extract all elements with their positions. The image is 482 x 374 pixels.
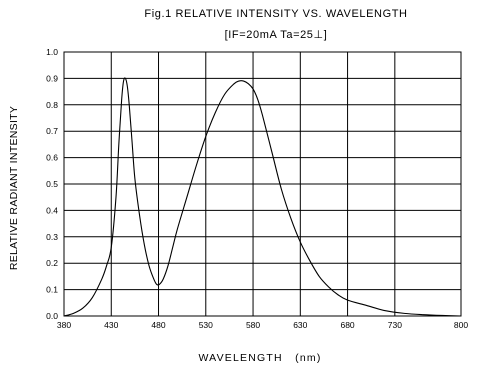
y-tick-label-6: 0.6 — [46, 153, 58, 163]
series-line-0 — [63, 77, 462, 317]
y-tick-label-9: 0.9 — [46, 73, 58, 83]
y-tick-label-5: 0.5 — [46, 179, 58, 189]
y-tick-label-3: 0.3 — [46, 232, 58, 242]
chart-subtitle: [IF=20mA Ta=25⊥] — [225, 29, 328, 41]
x-tick-labels: 380 430 480 530 580 630 680 730 800 — [57, 320, 468, 330]
x-tick-label-7: 730 — [388, 320, 402, 330]
plot-frame — [63, 51, 462, 317]
x-axis-label: WAVELENGTH (nm) — [198, 352, 321, 364]
x-tick-label-4: 580 — [246, 320, 260, 330]
y-tick-label-7: 0.7 — [46, 126, 58, 136]
x-tick-label-3: 530 — [199, 320, 213, 330]
y-tick-label-8: 0.8 — [46, 100, 58, 110]
y-tick-label-10: 1.0 — [46, 47, 58, 57]
x-tick-label-5: 630 — [293, 320, 307, 330]
y-axis-label: RELATIVE RADIANT INTENSITY — [8, 106, 20, 270]
chart-title: Fig.1 RELATIVE INTENSITY VS. WAVELENGTH — [144, 8, 407, 20]
y-tick-label-1: 0.1 — [46, 285, 58, 295]
chart-grid — [63, 51, 462, 317]
x-tick-label-2: 480 — [151, 320, 165, 330]
x-tick-label-8: 800 — [454, 320, 468, 330]
x-tick-label-6: 680 — [340, 320, 354, 330]
y-tick-label-4: 0.4 — [46, 205, 58, 215]
series-lines — [63, 77, 462, 317]
x-tick-label-0: 380 — [57, 320, 71, 330]
x-tick-label-1: 430 — [104, 320, 118, 330]
y-tick-labels: 0.0 0.1 0.2 0.3 0.4 0.5 0.6 0.7 0.8 0.9 1.0 — [46, 47, 58, 321]
y-tick-label-2: 0.2 — [46, 258, 58, 268]
y-tick-label-0: 0.0 — [46, 311, 58, 321]
